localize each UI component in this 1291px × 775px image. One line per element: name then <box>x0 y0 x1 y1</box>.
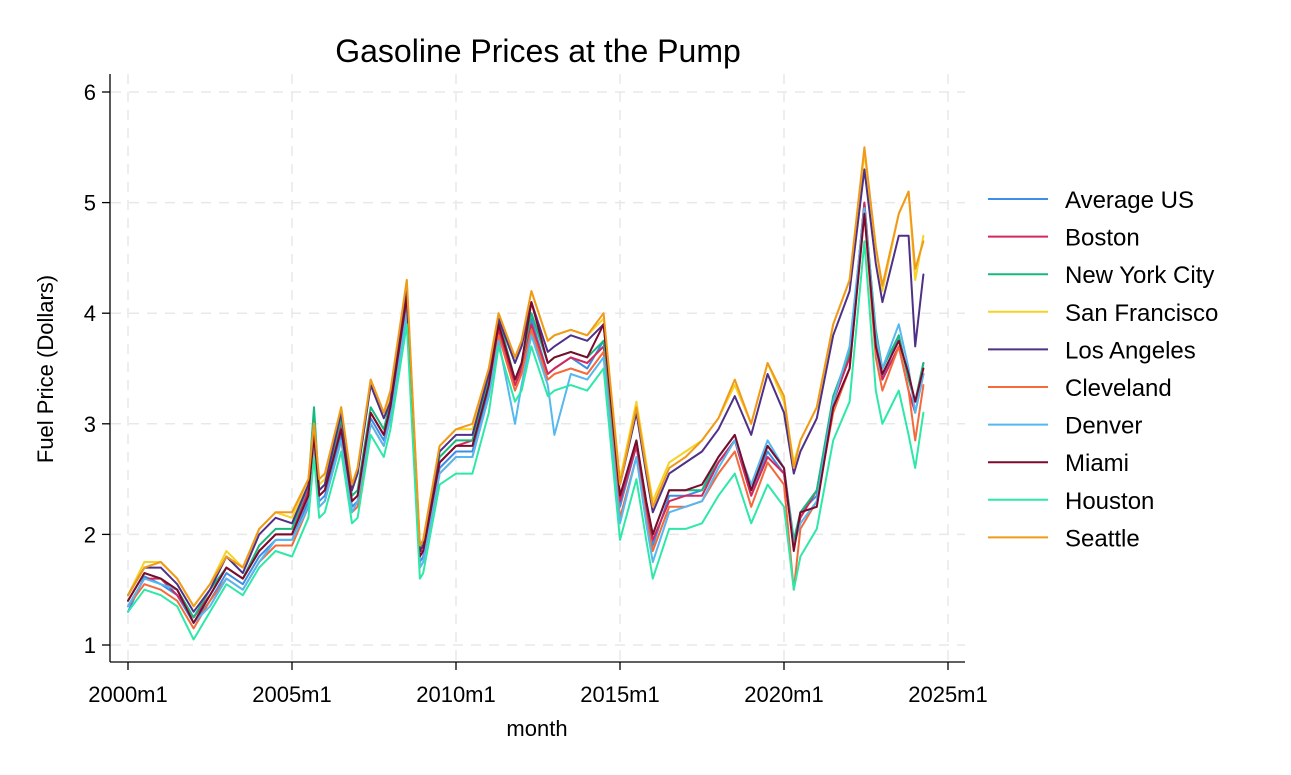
y-tick-label: 6 <box>84 80 96 105</box>
series-line-miami <box>127 212 925 624</box>
x-tick-label: 2000m1 <box>88 682 168 707</box>
legend-label: New York City <box>1065 262 1214 289</box>
legend-item: Houston <box>988 488 1154 515</box>
axes <box>109 74 965 663</box>
legend-label: San Francisco <box>1065 300 1218 327</box>
legend-label: Los Angeles <box>1065 337 1196 364</box>
y-tick-label: 2 <box>84 522 96 547</box>
legend-label: Cleveland <box>1065 375 1172 402</box>
legend-item: Cleveland <box>988 375 1172 402</box>
x-tick-label: 2005m1 <box>252 682 332 707</box>
series-line-cleveland <box>127 212 925 630</box>
x-tick-label: 2025m1 <box>908 682 988 707</box>
x-tick-label: 2015m1 <box>580 682 660 707</box>
legend-item: New York City <box>988 262 1214 289</box>
y-axis-label: Fuel Price (Dollars) <box>33 275 58 463</box>
series-line-houston <box>127 240 925 641</box>
x-tick-label: 2010m1 <box>416 682 496 707</box>
x-tick-label: 2020m1 <box>744 682 824 707</box>
legend-label: Houston <box>1065 488 1154 515</box>
tick-labels: 1 2 3 4 5 6 2000m1 2005m1 2010m1 2015m1 2020m1 2025… <box>84 80 988 707</box>
legend-item: San Francisco <box>988 300 1218 327</box>
series-line-los-angeles <box>127 168 925 613</box>
legend-item: Los Angeles <box>988 337 1196 364</box>
legend-item: Miami <box>988 450 1129 477</box>
y-tick-label: 3 <box>84 412 96 437</box>
legend-item: Average US <box>988 187 1194 214</box>
y-tick-label: 1 <box>84 633 96 658</box>
chart-title: Gasoline Prices at the Pump <box>335 33 741 69</box>
series-line-seattle <box>127 146 925 608</box>
grid <box>111 74 965 661</box>
legend-label: Boston <box>1065 225 1140 252</box>
legend-label: Miami <box>1065 450 1129 477</box>
y-tick-label: 5 <box>84 191 96 216</box>
legend-label: Seattle <box>1065 525 1140 552</box>
series-lines <box>127 146 925 641</box>
legend-item: Boston <box>988 225 1140 252</box>
series-line-denver <box>127 207 925 624</box>
legend-item: Seattle <box>988 525 1140 552</box>
legend-label: Average US <box>1065 187 1194 214</box>
legend-label: Denver <box>1065 413 1142 440</box>
legend-item: Denver <box>988 413 1142 440</box>
y-tick-label: 4 <box>84 301 96 326</box>
x-axis-label: month <box>506 716 567 741</box>
legend: Average US Boston New York City San Francis… <box>988 187 1218 552</box>
